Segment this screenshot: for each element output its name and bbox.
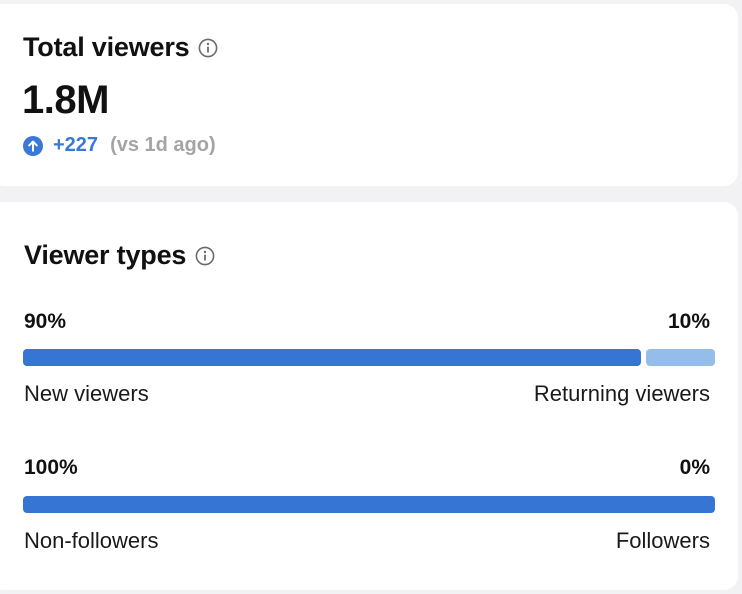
- followers-percent: 0%: [679, 456, 710, 479]
- total-viewers-value: 1.8M: [22, 78, 109, 122]
- change-comparison: (vs 1d ago): [110, 134, 216, 156]
- returning-viewers-percent: 10%: [667, 310, 710, 333]
- non-followers-label: Non-followers: [24, 528, 159, 553]
- viewer-types-title: Viewer types: [24, 240, 187, 270]
- non-followers-bar: [23, 496, 715, 513]
- arrow-up-circle-icon: [23, 135, 43, 156]
- new-viewers-label: New viewers: [24, 381, 149, 406]
- info-icon[interactable]: [198, 38, 218, 58]
- total-viewers-header: Total viewers: [23, 32, 218, 63]
- non-followers-percent: 100%: [24, 456, 78, 479]
- info-icon[interactable]: [195, 246, 215, 266]
- change-value: +227: [53, 134, 99, 156]
- viewer-types-header: Viewer types: [24, 240, 215, 271]
- new-viewers-percent: 90%: [24, 310, 67, 333]
- returning-viewers-bar: [646, 349, 715, 366]
- returning-viewers-label: Returning viewers: [533, 381, 710, 406]
- total-viewers-change: +227 (vs 1d ago): [23, 134, 216, 157]
- viewer-types-card: [0, 202, 738, 590]
- followers-label: Followers: [615, 528, 710, 553]
- new-viewers-bar: [23, 349, 641, 366]
- total-viewers-title: Total viewers: [23, 32, 190, 62]
- total-viewers-card: [0, 4, 738, 186]
